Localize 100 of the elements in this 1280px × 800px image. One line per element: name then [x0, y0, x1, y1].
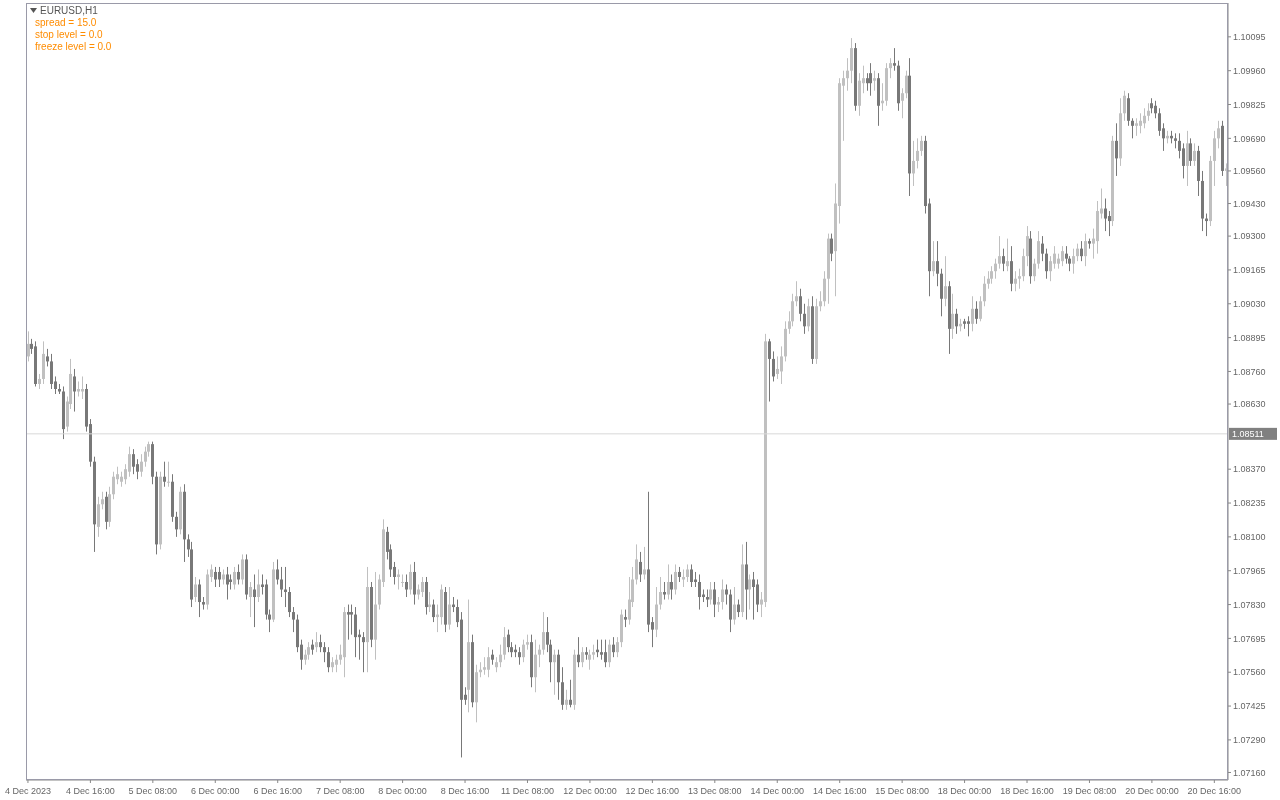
candlestick: [772, 350, 775, 382]
x-tick-label: 5 Dec 08:00: [128, 786, 178, 796]
candlestick: [639, 551, 642, 583]
candlestick: [776, 355, 779, 380]
candlestick: [983, 275, 986, 307]
candlestick: [1037, 230, 1040, 270]
y-tick-label: 1.09960: [1233, 65, 1266, 76]
candlestick: [1014, 270, 1017, 292]
x-tick-label: 4 Dec 2023: [4, 786, 51, 796]
candlestick: [218, 566, 221, 588]
candlestick: [616, 636, 619, 658]
candlestick: [1158, 107, 1161, 137]
candlestick: [401, 573, 404, 588]
x-tick-label: 18 Dec 16:00: [1000, 786, 1054, 796]
candlestick: [257, 568, 260, 603]
candlestick: [397, 568, 400, 591]
candlestick: [323, 641, 326, 663]
candlestick: [588, 649, 591, 671]
y-tick-label: 1.09430: [1233, 198, 1266, 209]
candlestick: [998, 235, 1001, 270]
candlestick: [405, 573, 408, 598]
candlestick: [850, 37, 853, 84]
candlestick: [144, 446, 147, 468]
x-tick-label: 4 Dec 16:00: [66, 786, 115, 796]
candlestick: [249, 581, 252, 618]
candlestick: [507, 629, 510, 653]
candlestick: [698, 573, 701, 611]
candlestick: [1182, 142, 1185, 179]
x-tick-label: 6 Dec 00:00: [191, 786, 240, 796]
annotation: spread = 15.0: [35, 17, 98, 29]
candlestick: [288, 586, 291, 618]
candlestick: [932, 240, 935, 277]
candlestick: [807, 298, 810, 332]
candlestick: [748, 573, 751, 611]
candlestick: [569, 679, 572, 708]
candlestick: [600, 639, 603, 661]
candlestick: [1131, 117, 1134, 139]
candlestick: [421, 576, 424, 598]
candlestick: [1084, 233, 1087, 267]
x-tick-label: 8 Dec 16:00: [440, 786, 490, 796]
candlestick: [725, 584, 728, 606]
x-tick-label: 7 Dec 08:00: [315, 786, 365, 796]
candlestick: [752, 571, 755, 621]
y-tick-label: 1.07425: [1233, 701, 1266, 712]
candlestick: [233, 566, 236, 591]
y-tick-label: 1.07830: [1233, 599, 1266, 610]
candlestick: [920, 135, 923, 157]
candlestick: [561, 666, 564, 711]
candlestick: [350, 604, 353, 636]
candlestick: [612, 636, 615, 658]
candlestick: [1186, 130, 1189, 187]
candlestick: [756, 578, 759, 613]
annotation: stop level = 0.0: [35, 29, 104, 41]
y-tick-label: 1.08760: [1233, 366, 1266, 377]
candlestick: [347, 604, 350, 641]
y-tick-label: 1.09300: [1233, 231, 1266, 242]
candlestick: [413, 561, 416, 606]
candlestick: [432, 599, 435, 623]
candlestick: [542, 611, 545, 656]
candlestick: [905, 70, 908, 99]
candlestick: [499, 644, 502, 668]
candlestick: [503, 626, 506, 661]
candlestick: [1018, 268, 1021, 290]
candlestick: [975, 300, 978, 325]
candlestick: [667, 563, 670, 601]
candlestick: [565, 689, 568, 711]
y-tick-label: 1.08370: [1233, 464, 1266, 475]
x-tick-label: 20 Dec 00:00: [1125, 786, 1179, 796]
candlestick: [1080, 240, 1083, 262]
candlestick: [1143, 107, 1146, 129]
x-tick-label: 12 Dec 16:00: [625, 786, 680, 796]
x-tick-label: 12 Dec 00:00: [563, 786, 617, 796]
candlestick: [1193, 142, 1196, 167]
candlestick: [830, 233, 833, 262]
candlestick: [276, 558, 279, 585]
y-tick-label: 1.07695: [1233, 633, 1266, 644]
candlestick: [1213, 130, 1216, 187]
candlestick: [1189, 137, 1192, 167]
candlestick: [354, 606, 357, 658]
candlestick: [1123, 90, 1126, 122]
x-tick-label: 8 Dec 00:00: [378, 786, 427, 796]
candlestick: [73, 368, 76, 413]
candlestick: [994, 258, 997, 280]
candlestick: [50, 353, 53, 390]
candlestick: [175, 511, 178, 538]
x-tick-label: 11 Dec 08:00: [501, 786, 554, 796]
y-tick-label: 1.07160: [1233, 767, 1266, 778]
candlestick: [823, 270, 826, 307]
candlestick: [670, 573, 673, 601]
candlestick: [1045, 248, 1048, 280]
candlestick: [1115, 122, 1118, 177]
candlestick: [1139, 112, 1142, 134]
candlestick: [280, 566, 283, 598]
candlestick: [1022, 248, 1025, 282]
candlestick: [136, 458, 139, 480]
candlestick: [659, 576, 662, 611]
x-tick-label: 19 Dec 08:00: [1062, 786, 1117, 796]
candlestick: [1217, 120, 1220, 149]
candlestick: [1041, 235, 1044, 262]
candlestick: [912, 140, 915, 187]
